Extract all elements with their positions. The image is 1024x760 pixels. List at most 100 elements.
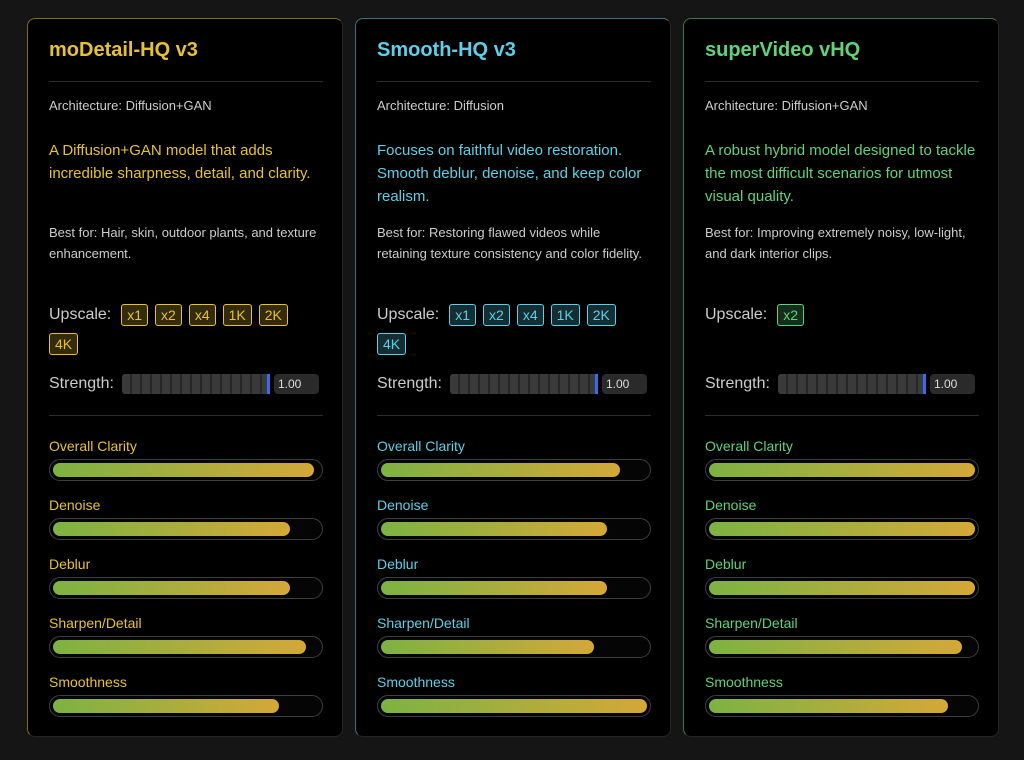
metric-label: Overall Clarity xyxy=(377,438,465,454)
strength-label: Strength: xyxy=(49,375,114,392)
divider xyxy=(49,415,323,416)
upscale-option[interactable]: x4 xyxy=(188,304,216,326)
metric-bar xyxy=(709,699,949,713)
upscale-row: Upscale: x2 xyxy=(705,304,979,326)
metric-bar xyxy=(53,463,314,477)
metric-bar xyxy=(709,581,975,595)
strength-row: Strength: 1.00 xyxy=(705,373,979,395)
metric-bar xyxy=(381,581,608,595)
metric-track xyxy=(49,518,323,540)
description: A robust hybrid model designed to tackle… xyxy=(705,142,976,205)
strength-label: Strength: xyxy=(377,375,442,392)
metric-label: Smoothness xyxy=(377,674,455,690)
slider-thumb xyxy=(266,374,270,394)
metric-bar xyxy=(53,699,280,713)
card-title: moDetail-HQ v3 xyxy=(49,39,198,61)
metric-label: Denoise xyxy=(377,497,429,513)
metric-track xyxy=(377,636,651,658)
metric-track xyxy=(49,577,323,599)
metric-track xyxy=(377,695,651,717)
metric-bar xyxy=(53,522,290,536)
best-for: Best for: Improving extremely noisy, low… xyxy=(705,225,966,261)
metric-track xyxy=(377,518,651,540)
metric-track xyxy=(705,459,979,481)
slider-thumb xyxy=(594,374,598,394)
metric-bar xyxy=(53,640,306,654)
upscale-label: Upscale: xyxy=(49,306,112,323)
strength-slider[interactable] xyxy=(449,374,598,394)
architecture: Architecture: Diffusion+GAN xyxy=(705,98,868,113)
upscale-label: Upscale: xyxy=(377,306,440,323)
card-title: Smooth-HQ v3 xyxy=(377,39,516,61)
metric-label: Denoise xyxy=(49,497,101,513)
metric-label: Deblur xyxy=(49,556,91,572)
upscale-option[interactable]: x4 xyxy=(516,304,544,326)
metric-label: Overall Clarity xyxy=(705,438,793,454)
metric-track xyxy=(705,636,979,658)
upscale-option[interactable]: x2 xyxy=(483,304,510,326)
metric-label: Sharpen/Detail xyxy=(377,615,470,631)
upscale-option[interactable]: x2 xyxy=(155,304,182,326)
upscale-option[interactable]: x1 xyxy=(449,304,477,326)
upscale-option[interactable]: 1K xyxy=(550,304,580,326)
metric-label: Deblur xyxy=(705,556,747,572)
metric-label: Sharpen/Detail xyxy=(705,615,798,631)
metric-track xyxy=(705,518,979,540)
metric-label: Denoise xyxy=(705,497,757,513)
metric-bar xyxy=(709,463,975,477)
metric-track xyxy=(705,577,979,599)
description: Focuses on faithful video restoration. S… xyxy=(377,142,642,205)
best-for: Best for: Hair, skin, outdoor plants, an… xyxy=(49,225,317,261)
strength-value[interactable]: 1.00 xyxy=(929,374,975,394)
upscale-option[interactable]: 2K xyxy=(258,304,288,326)
strength-value[interactable]: 1.00 xyxy=(601,374,647,394)
upscale-option[interactable]: x1 xyxy=(121,304,149,326)
divider xyxy=(705,415,979,416)
model-card: moDetail-HQ v3 Architecture: Diffusion+GA… xyxy=(27,18,343,737)
metric-track xyxy=(377,577,651,599)
divider xyxy=(377,81,651,82)
upscale-row: Upscale: x1 x2 x4 1K 2K 4K xyxy=(377,304,651,355)
model-card: superVideo vHQ Architecture: Diffusion+GA… xyxy=(683,18,999,737)
metric-label: Overall Clarity xyxy=(49,438,137,454)
upscale-option[interactable]: 1K xyxy=(222,304,252,326)
upscale-row: Upscale: x1 x2 x4 1K 2K 4K xyxy=(49,304,323,355)
metric-track xyxy=(705,695,979,717)
metric-label: Deblur xyxy=(377,556,419,572)
slider-thumb xyxy=(922,374,926,394)
metric-track xyxy=(49,636,323,658)
metric-bar xyxy=(381,522,608,536)
card-title: superVideo vHQ xyxy=(705,39,861,61)
best-for: Best for: Restoring flawed videos while … xyxy=(377,225,642,261)
upscale-option[interactable]: 4K xyxy=(49,333,79,355)
strength-row: Strength: 1.00 xyxy=(49,373,323,395)
architecture: Architecture: Diffusion+GAN xyxy=(49,98,212,113)
strength-value[interactable]: 1.00 xyxy=(273,374,319,394)
metric-label: Smoothness xyxy=(49,674,127,690)
architecture: Architecture: Diffusion xyxy=(377,98,504,113)
strength-label: Strength: xyxy=(705,375,770,392)
strength-row: Strength: 1.00 xyxy=(377,373,651,395)
metric-label: Sharpen/Detail xyxy=(49,615,142,631)
strength-slider[interactable] xyxy=(121,374,270,394)
metric-bar xyxy=(381,640,594,654)
metric-bar xyxy=(709,522,975,536)
upscale-label: Upscale: xyxy=(705,306,768,323)
metric-bar xyxy=(381,463,621,477)
divider xyxy=(49,81,323,82)
description: A Diffusion+GAN model that adds incredib… xyxy=(49,142,311,182)
metric-bar xyxy=(381,699,647,713)
upscale-option[interactable]: 2K xyxy=(586,304,616,326)
divider xyxy=(377,415,651,416)
upscale-option[interactable]: 4K xyxy=(377,333,407,355)
metric-bar xyxy=(709,640,962,654)
metric-label: Smoothness xyxy=(705,674,783,690)
upscale-option[interactable]: x2 xyxy=(777,304,805,326)
divider xyxy=(705,81,979,82)
model-card: Smooth-HQ v3 Architecture: Diffusion Focus… xyxy=(355,18,671,737)
metric-track xyxy=(49,459,323,481)
metric-bar xyxy=(53,581,290,595)
metric-track xyxy=(377,459,651,481)
strength-slider[interactable] xyxy=(777,374,926,394)
